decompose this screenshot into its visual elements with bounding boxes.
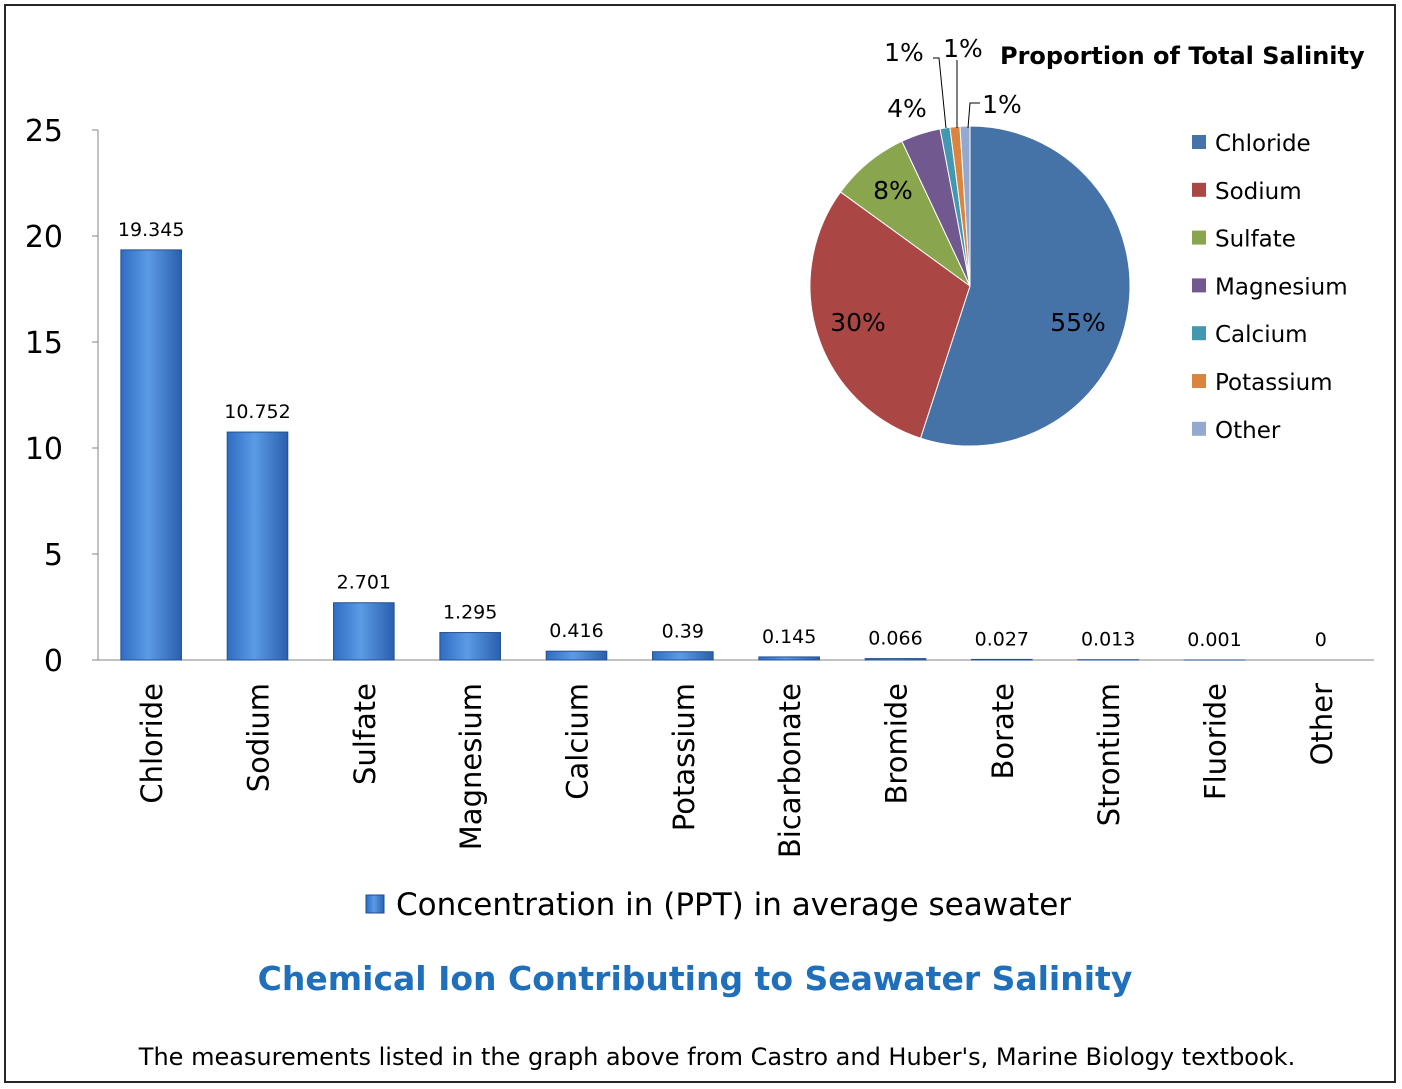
pie-data-labels: 55% 30% 8% 4% 1% 1% 1%	[830, 34, 1106, 337]
pie-legend-label-sulfate: Sulfate	[1215, 227, 1296, 253]
data-label-bicarbonate: 0.145	[762, 626, 816, 648]
pie-legend-label-sodium: Sodium	[1215, 179, 1302, 205]
pie-legend-label-magnesium: Magnesium	[1215, 274, 1348, 300]
bar-series	[120, 249, 1246, 661]
pie-legend-swatch-sulfate	[1192, 230, 1206, 245]
pie-label-calcium: 1%	[884, 38, 924, 67]
data-label-strontium: 0.013	[1081, 629, 1135, 651]
x-label-sodium: Sodium	[242, 683, 276, 792]
pie-legend-swatch-other	[1192, 421, 1206, 436]
pie-slice-other	[959, 125, 971, 287]
pie-label-sodium: 30%	[830, 308, 886, 337]
pie-label-magnesium: 4%	[887, 94, 927, 123]
pie-legend-swatch-sodium	[1192, 182, 1206, 197]
data-label-bromide: 0.066	[868, 628, 922, 650]
x-label-magnesium: Magnesium	[454, 683, 488, 850]
pie-title: Proportion of Total Salinity	[1000, 42, 1365, 70]
bar-data-labels: 19.345 10.752 2.701 1.295 0.416 0.39 0.145 0.06…	[118, 219, 1327, 651]
x-label-bromide: Bromide	[880, 683, 914, 804]
chart-title: Chemical Ion Contributing to Seawater Sa…	[258, 959, 1133, 998]
bar-bicarbonate	[758, 656, 820, 661]
data-label-other: 0	[1315, 629, 1327, 651]
x-label-strontium: Strontium	[1092, 683, 1126, 826]
x-label-calcium: Calcium	[561, 683, 595, 800]
bar-calcium	[545, 650, 608, 661]
pie-legend-swatch-calcium	[1192, 326, 1206, 341]
data-label-calcium: 0.416	[549, 620, 603, 642]
pie-chart	[809, 125, 1131, 447]
pie-leader-line	[933, 57, 947, 129]
y-tick-label: 10	[25, 432, 63, 467]
pie-legend-label-potassium: Potassium	[1215, 370, 1333, 396]
bar-sodium	[226, 431, 289, 661]
x-label-potassium: Potassium	[667, 683, 701, 831]
pie-label-chloride: 55%	[1050, 308, 1106, 337]
data-label-magnesium: 1.295	[443, 602, 497, 624]
bar-chart-axes	[97, 130, 1374, 661]
data-label-potassium: 0.39	[662, 621, 704, 643]
pie-label-sulfate: 8%	[873, 176, 913, 205]
bar-legend: Concentration in (PPT) in average seawat…	[365, 887, 1071, 923]
x-label-fluoride: Fluoride	[1199, 683, 1233, 800]
data-label-sodium: 10.752	[224, 401, 290, 423]
bar-potassium	[652, 651, 714, 661]
data-label-sulfate: 2.701	[337, 572, 391, 594]
pie-legend-label-calcium: Calcium	[1215, 322, 1308, 348]
x-label-sulfate: Sulfate	[348, 683, 382, 785]
bar-chloride	[120, 249, 182, 661]
data-label-fluoride: 0.001	[1187, 629, 1241, 651]
pie-legend-swatch-magnesium	[1192, 278, 1206, 293]
pie-slice-sodium	[809, 191, 971, 439]
pie-legend-label-other: Other	[1215, 418, 1281, 444]
pie-legend-label-chloride: Chloride	[1215, 131, 1311, 157]
data-label-chloride: 19.345	[118, 219, 184, 241]
source-caption: The measurements listed in the graph abo…	[138, 1043, 1295, 1071]
y-tick-label: 15	[25, 326, 63, 361]
pie-legend-swatch-chloride	[1192, 135, 1206, 149]
y-axis-ticks: 0 5 10 15 20 25	[25, 114, 98, 679]
x-label-bicarbonate: Bicarbonate	[773, 683, 807, 858]
x-label-other: Other	[1305, 683, 1339, 765]
bar-bromide	[864, 658, 927, 661]
y-tick-label: 25	[25, 114, 63, 149]
bar-sulfate	[333, 602, 395, 661]
bar-legend-swatch	[365, 894, 385, 914]
bar-magnesium	[439, 632, 501, 661]
pie-legend-swatch-potassium	[1192, 374, 1206, 388]
y-tick-label: 0	[44, 644, 63, 679]
pie-legend: Chloride Sodium Sulfate Magnesium Calcium Pot…	[1192, 131, 1348, 444]
x-label-chloride: Chloride	[135, 683, 169, 804]
bar-legend-label: Concentration in (PPT) in average seawat…	[396, 887, 1071, 923]
y-tick-label: 5	[44, 538, 63, 573]
x-label-borate: Borate	[986, 683, 1020, 780]
y-tick-label: 20	[25, 220, 63, 255]
x-axis-categories: Chloride Sodium Sulfate Magnesium Calcium Pot…	[135, 683, 1339, 858]
data-label-borate: 0.027	[975, 628, 1029, 650]
bar-borate	[971, 658, 1033, 661]
pie-label-other: 1%	[982, 90, 1022, 119]
pie-slice-chloride	[919, 125, 1131, 447]
pie-label-potassium: 1%	[943, 34, 983, 63]
pie-leader-line	[967, 102, 980, 129]
